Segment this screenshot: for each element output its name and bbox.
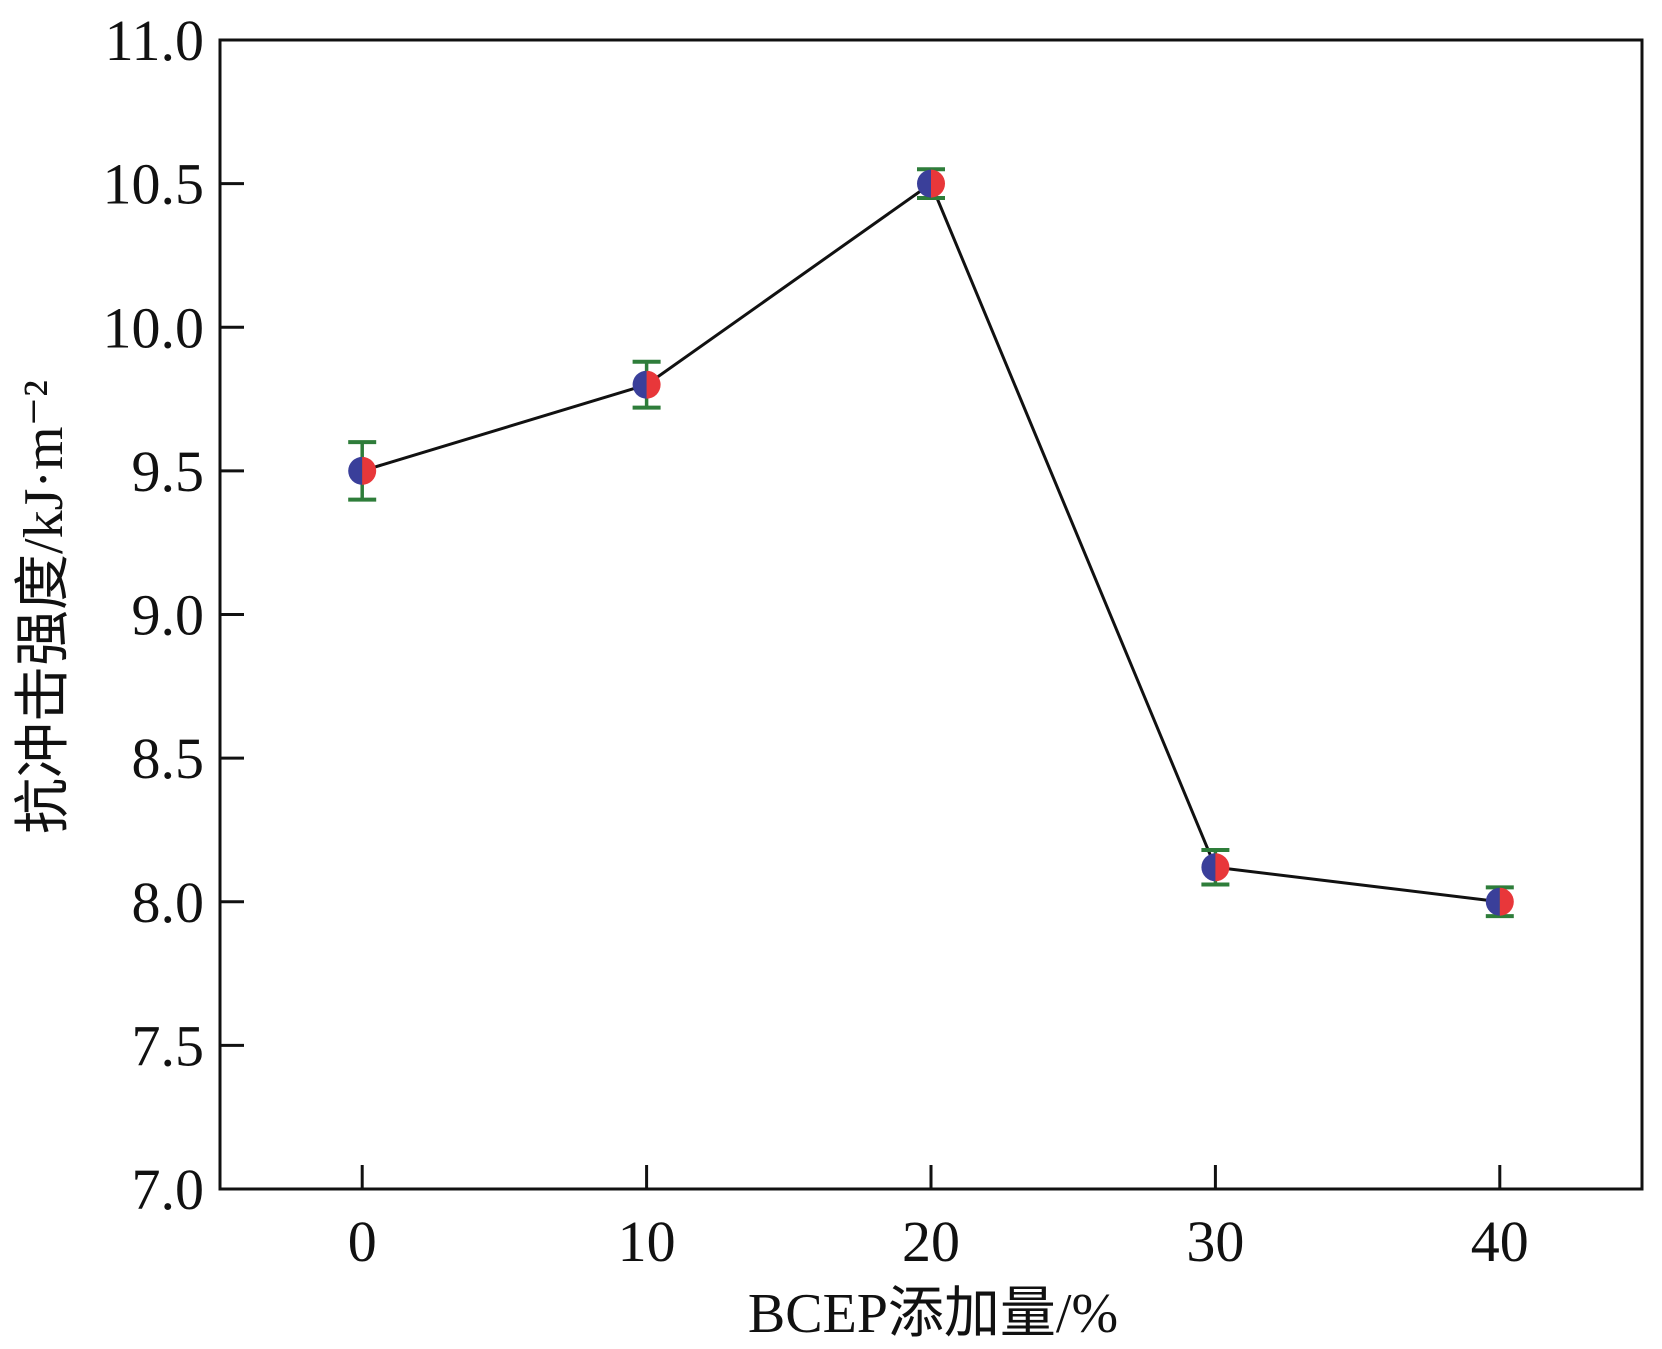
data-point-left-half xyxy=(632,370,647,399)
y-tick-label: 9.0 xyxy=(132,583,205,648)
data-point-right-half xyxy=(931,169,945,198)
data-point-right-half xyxy=(1499,887,1514,916)
data-point-left-half xyxy=(1201,853,1216,882)
data-point-left-half xyxy=(1485,887,1500,916)
data-point-left-half xyxy=(917,169,931,198)
data-point xyxy=(348,456,377,485)
plot-frame xyxy=(218,38,1644,1191)
data-point xyxy=(1201,853,1230,882)
y-tick-label: 10.0 xyxy=(103,295,205,360)
x-tick-label: 40 xyxy=(1471,1209,1529,1274)
y-tick-label: 7.0 xyxy=(132,1157,205,1222)
y-tick-label: 11.0 xyxy=(105,8,204,73)
data-point-left-half xyxy=(348,456,363,485)
x-tick-label: 0 xyxy=(348,1209,377,1274)
data-point xyxy=(1485,887,1514,916)
x-axis-title: BCEP添加量/% xyxy=(748,1283,1118,1345)
data-point xyxy=(917,169,945,198)
data-series xyxy=(348,167,1514,919)
data-point xyxy=(632,370,661,399)
y-tick-label: 10.5 xyxy=(103,152,205,217)
y-tick-label: 8.0 xyxy=(132,870,205,935)
plot-border xyxy=(218,38,1644,1191)
x-tick-label: 30 xyxy=(1186,1209,1244,1274)
data-point-right-half xyxy=(1215,853,1230,882)
y-tick-label: 9.5 xyxy=(132,439,205,504)
y-tick-label: 7.5 xyxy=(132,1013,205,1078)
x-tick-label: 10 xyxy=(618,1209,676,1274)
y-tick-label: 8.5 xyxy=(132,726,205,791)
data-point-right-half xyxy=(362,456,377,485)
data-point-right-half xyxy=(646,370,661,399)
series-line xyxy=(361,182,1500,904)
y-axis-title: 抗冲击强度/kJ·m⁻² xyxy=(13,380,75,834)
axis-ticks: 0 10 20 30 40 7.0 7.5 8.0 8.5 9.0 9.5 10.0 10.5 11.0 xyxy=(103,8,1529,1274)
x-tick-label: 20 xyxy=(902,1209,960,1274)
